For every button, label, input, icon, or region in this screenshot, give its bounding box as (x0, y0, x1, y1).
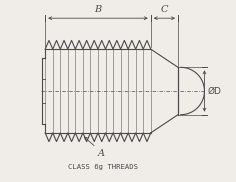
Text: CLASS 6g THREADS: CLASS 6g THREADS (68, 164, 139, 170)
Text: ØD: ØD (208, 86, 222, 96)
Text: C: C (161, 5, 168, 14)
Text: A: A (98, 149, 105, 158)
Text: B: B (94, 5, 101, 14)
